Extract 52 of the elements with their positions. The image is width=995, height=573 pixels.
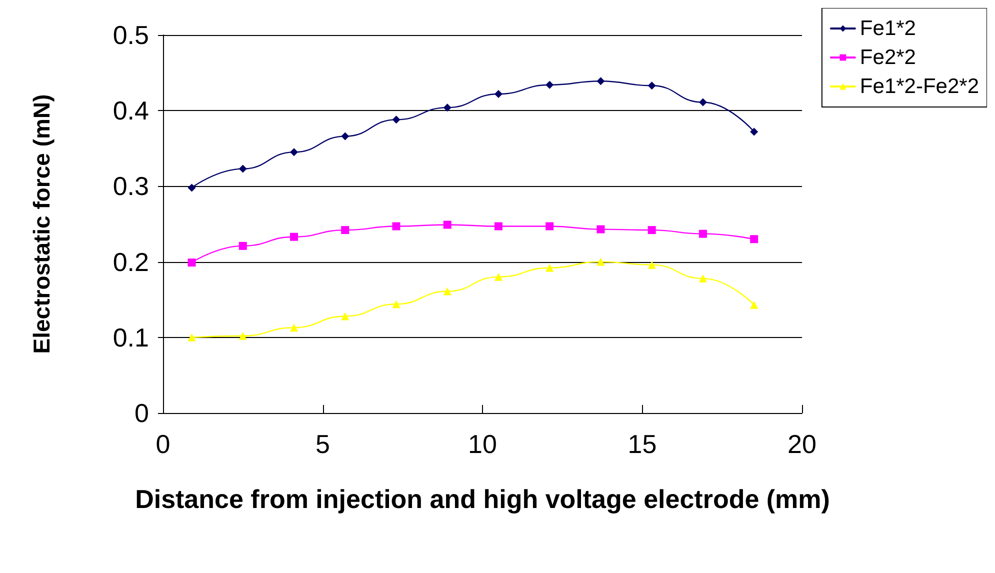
point (392, 116, 400, 124)
point (238, 164, 247, 173)
point (188, 184, 196, 192)
point (494, 90, 502, 98)
y-tick-label: 0.1 (112, 322, 149, 352)
point (392, 300, 400, 308)
x-tick-label: 10 (468, 429, 497, 459)
point (290, 324, 298, 332)
y-tick-label: 0.3 (112, 171, 149, 202)
x-tick-label: 5 (316, 429, 330, 459)
x-tick-label: 0 (156, 429, 170, 459)
y-tick-label: 0.4 (112, 96, 149, 126)
point (648, 260, 656, 269)
point (341, 312, 350, 320)
point (698, 274, 707, 282)
point (596, 77, 605, 86)
point (750, 235, 758, 244)
point (546, 80, 554, 89)
point (546, 264, 554, 272)
point (341, 132, 350, 140)
x-axis-title: Distance from injection and high voltage electrode (mm) (135, 484, 830, 514)
y-axis-title: Electrostatic force (mN) (28, 94, 54, 354)
x-tick-label: 15 (628, 429, 657, 459)
legend-label: Fe1*2 (860, 17, 916, 40)
point (443, 287, 452, 296)
point (188, 333, 196, 342)
point (750, 300, 758, 309)
point (238, 242, 247, 250)
point (392, 222, 400, 230)
point (698, 230, 707, 238)
point (648, 82, 656, 90)
point (750, 128, 758, 136)
point (238, 332, 247, 340)
point (188, 258, 196, 267)
point (341, 226, 350, 234)
point (648, 226, 656, 234)
point (290, 148, 298, 156)
point (443, 220, 452, 229)
y-tick-label: 0 (134, 398, 149, 428)
point (290, 232, 298, 241)
point (698, 98, 707, 106)
legend-label: Fe1*2-Fe2*2 (860, 75, 980, 98)
point (546, 222, 554, 230)
y-tick-label: 0.5 (112, 20, 149, 50)
point (494, 272, 502, 281)
point (443, 104, 452, 112)
legend-label: Fe2*2 (860, 46, 916, 69)
point (494, 222, 502, 230)
point (596, 225, 605, 234)
point (596, 258, 605, 266)
y-tick-label: 0.2 (112, 246, 149, 277)
x-tick-label: 20 (788, 429, 816, 459)
